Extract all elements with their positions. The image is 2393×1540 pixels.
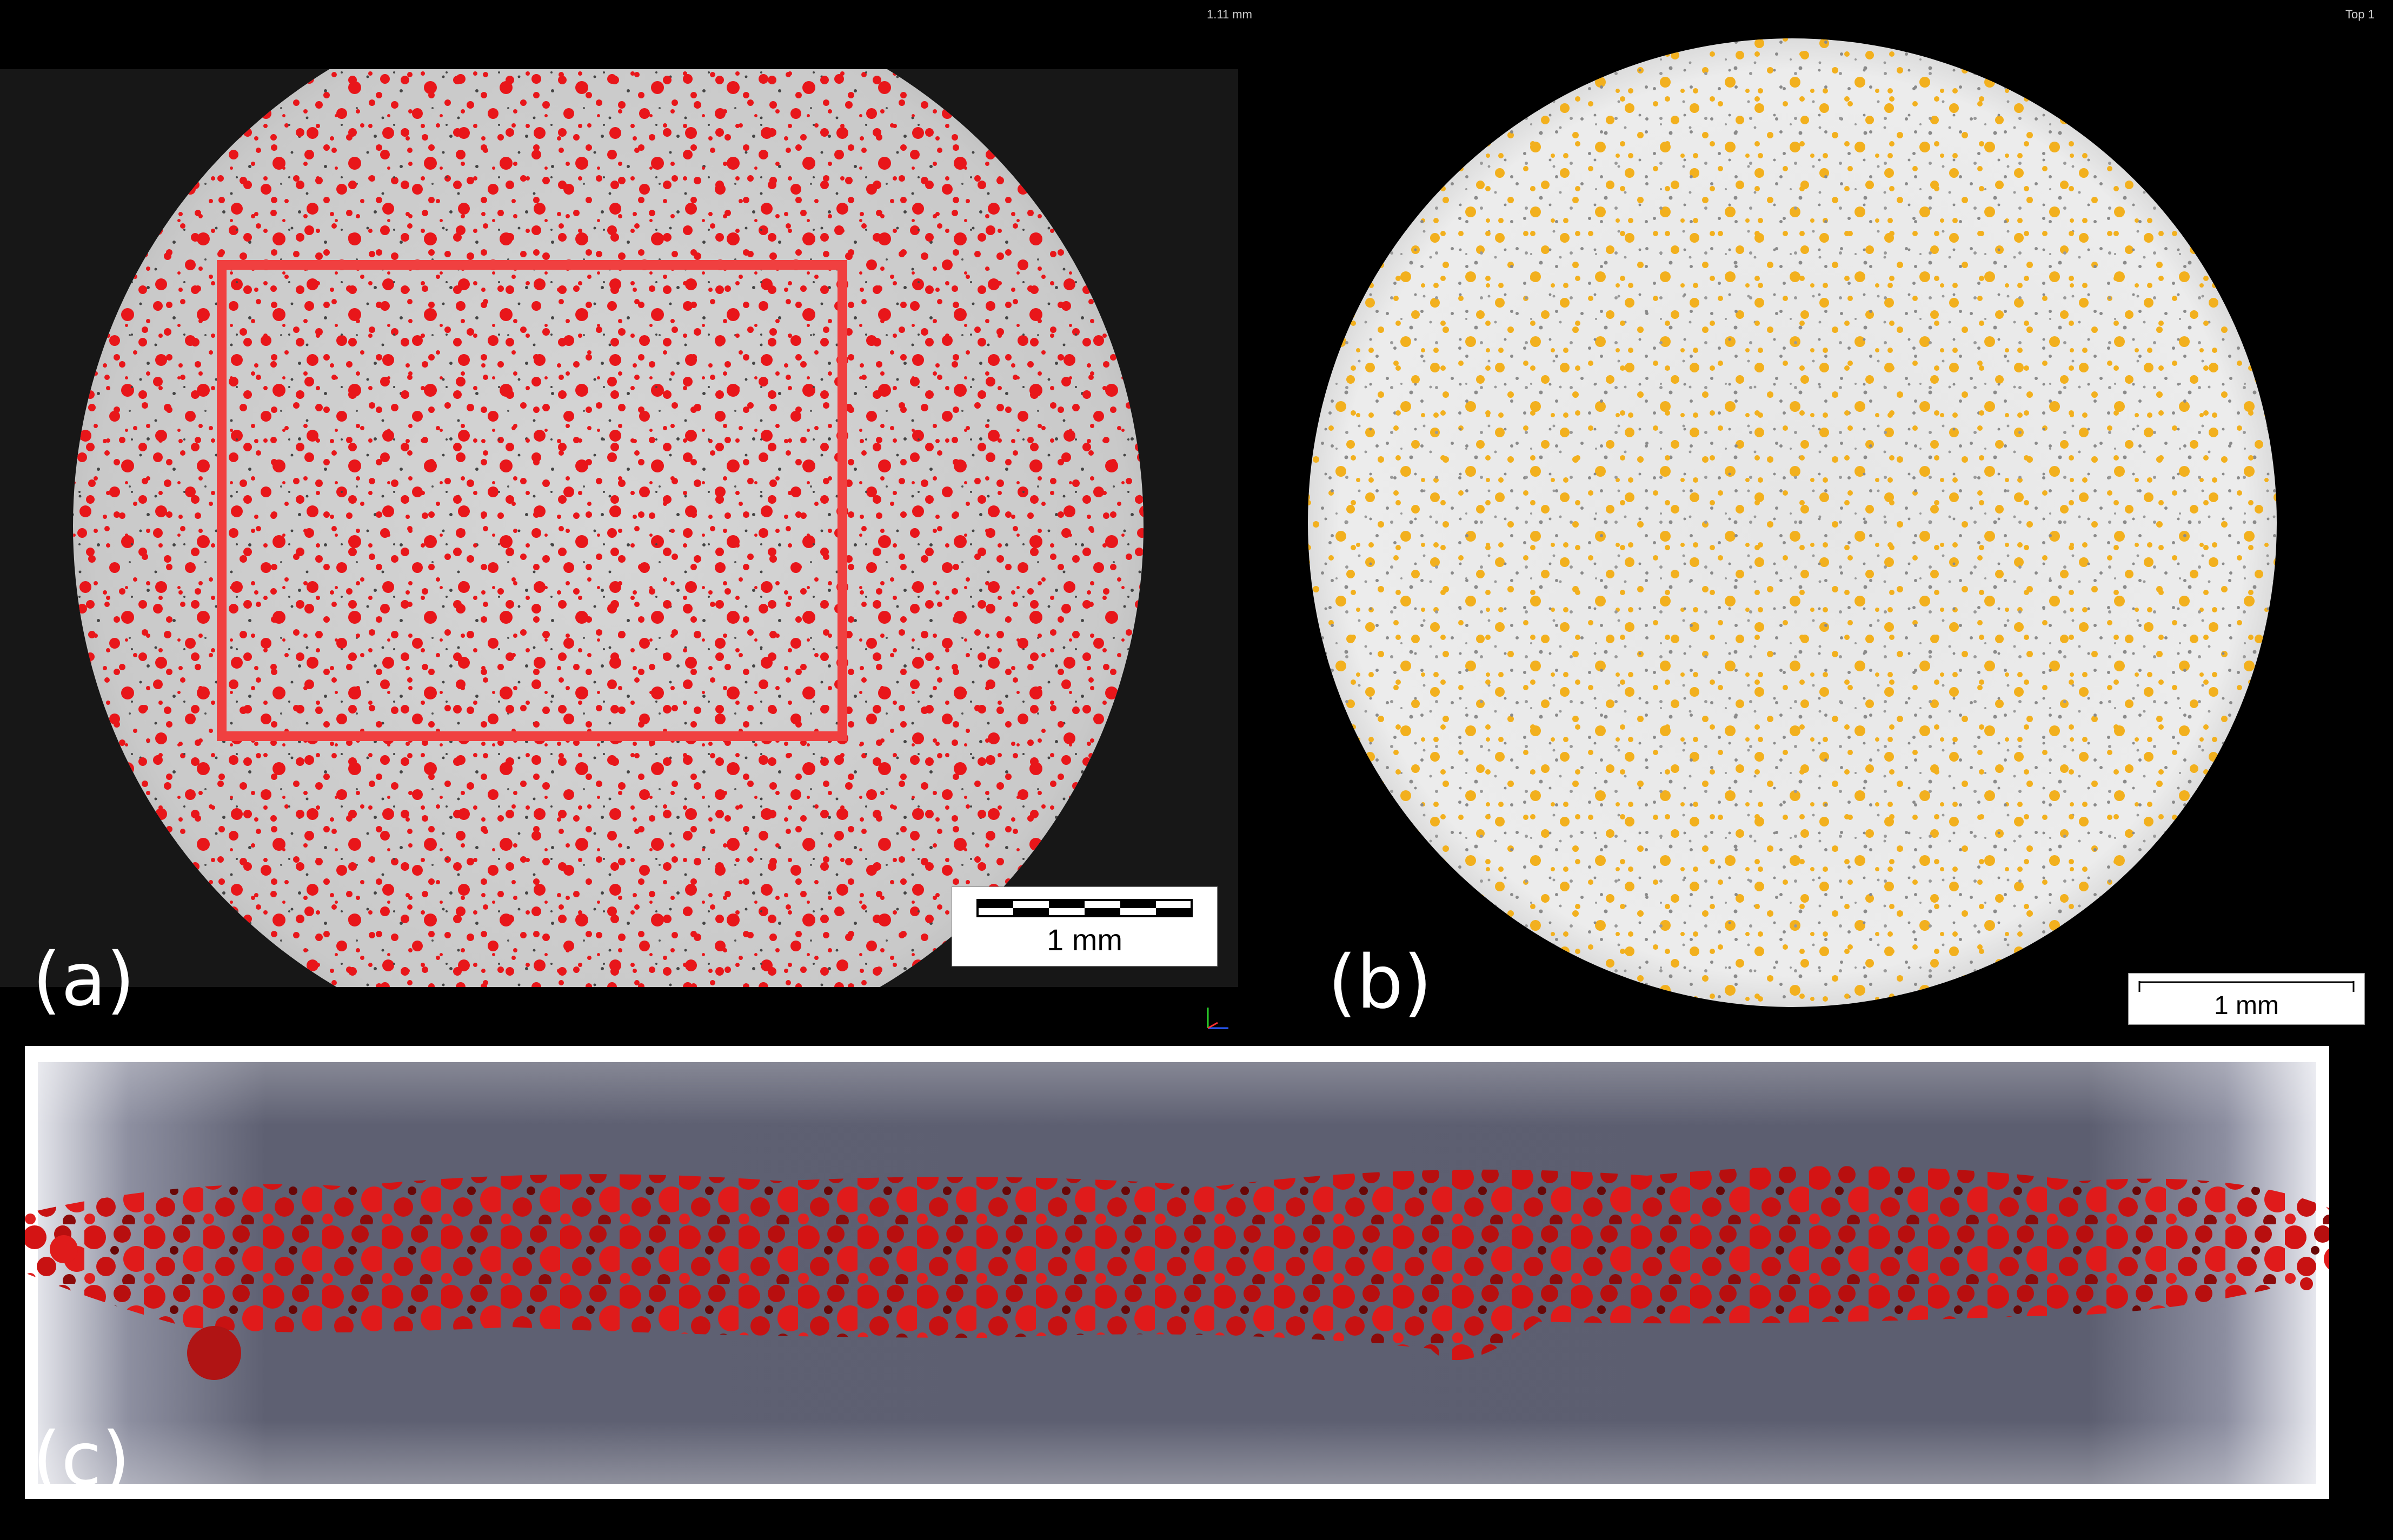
panel-a-image (0, 69, 1238, 987)
panel-c-image (25, 1046, 2329, 1499)
panel-a-scale-text: 1 mm (1047, 923, 1122, 957)
line-scale-bar (2138, 981, 2355, 992)
axis-triad-icon (1207, 1008, 1228, 1029)
roi-rectangle (217, 260, 847, 741)
panel-b-image (1308, 38, 2277, 1007)
panel-b-label: (b) (1328, 940, 1432, 1025)
panel-b-scale-bar: 1 mm (2128, 973, 2365, 1025)
checkered-scale-bar (976, 899, 1193, 917)
panel-c-label: (c) (32, 1417, 130, 1502)
panel-a-label: (a) (32, 937, 135, 1023)
panel-a-top-note: 1.11 mm (1207, 8, 1252, 21)
panel-a (0, 69, 1238, 987)
panel-b-scale-text: 1 mm (2214, 991, 2279, 1020)
panel-b-top-note: Top 1 (2345, 8, 2375, 21)
panel-c (25, 1046, 2329, 1499)
panel-a-scale-bar: 1 mm (952, 886, 1218, 966)
